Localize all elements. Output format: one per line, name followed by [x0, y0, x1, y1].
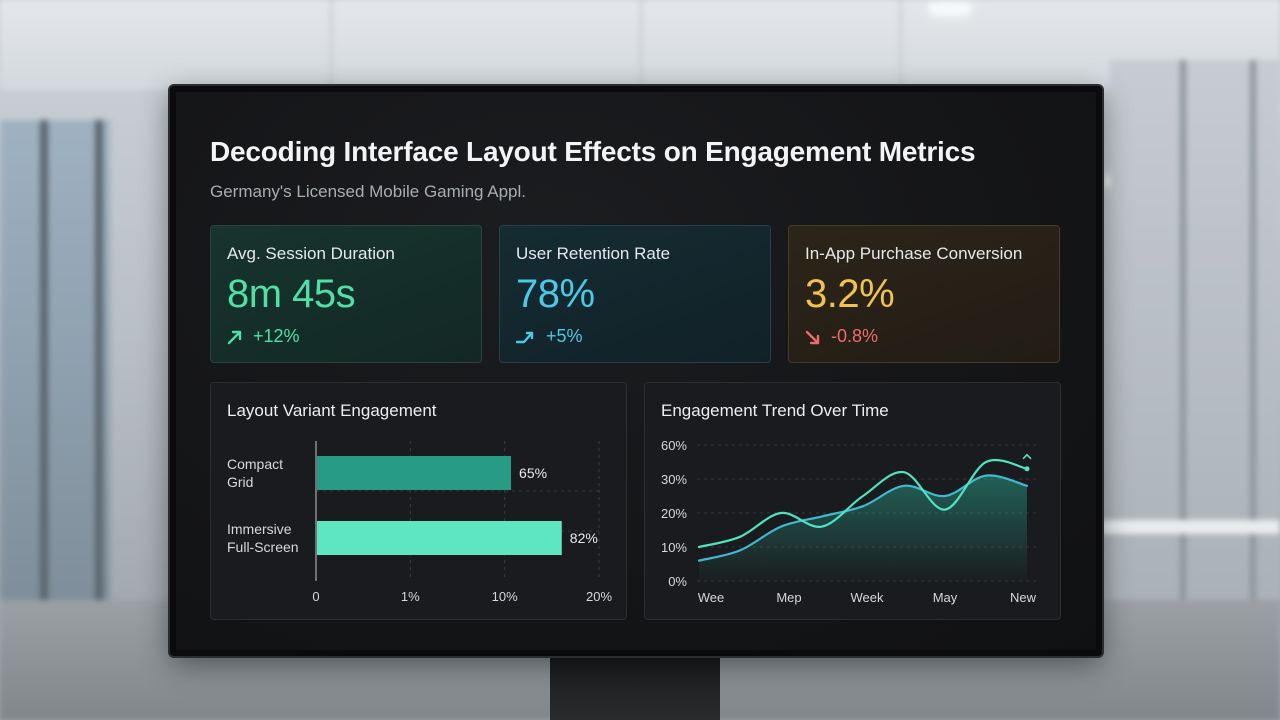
bar-category-label: Immersive: [227, 521, 292, 537]
kpi-value: 78%: [516, 272, 595, 316]
kpi-label: User Retention Rate: [516, 244, 671, 263]
x-tick-label: 1%: [401, 589, 420, 604]
bar-value-label: 82%: [570, 530, 598, 546]
dashboard-subtitle: Germany's Licensed Mobile Gaming Appl.: [210, 182, 527, 201]
kpi-card-purchase-conversion[interactable]: In-App Purchase Conversion 3.2% -0.8%: [788, 225, 1060, 363]
bar-category-label: Compact: [227, 456, 283, 472]
bar: [317, 521, 562, 555]
dashboard-title: Decoding Interface Layout Effects on Eng…: [210, 136, 976, 167]
y-tick-label: 0%: [668, 574, 687, 589]
x-tick-label: 0: [312, 589, 319, 604]
kpi-delta-text: +5%: [546, 326, 583, 346]
x-tick-label: New: [1010, 590, 1037, 605]
kpi-delta-text: -0.8%: [831, 326, 879, 346]
y-tick-label: 10%: [661, 540, 687, 555]
kpi-delta-text: +12%: [253, 326, 300, 346]
glass-frame: [1180, 60, 1186, 620]
peak-marker: [1022, 453, 1032, 460]
series-end-point: [1024, 466, 1030, 472]
series-line: [697, 474, 1029, 562]
window-mullion: [40, 120, 48, 600]
line-chart: 60% 30% 20% 10% 0% Wee Mep Week May New: [661, 438, 1037, 605]
bar-chart: 0 1% 10% 20% 65% Compact Grid 82% Immersive Full-…: [227, 441, 612, 604]
x-tick-label: May: [933, 590, 958, 605]
bar-category-label: Full-Screen: [227, 539, 299, 555]
ceiling-seam: [900, 0, 902, 90]
glass-frame: [1250, 60, 1256, 620]
series-area: [699, 475, 1027, 581]
x-tick-label: Mep: [776, 590, 801, 605]
x-tick-label: 10%: [492, 589, 518, 604]
kpi-value: 8m 45s: [227, 272, 356, 316]
series-line: [697, 458, 1029, 549]
kpi-delta: +5%: [516, 326, 583, 347]
ceiling-seam: [640, 0, 642, 90]
desk: [1100, 520, 1280, 534]
monitor-stand: [550, 655, 720, 720]
kpi-delta: -0.8%: [805, 326, 878, 347]
x-tick-label: Wee: [698, 590, 725, 605]
bar: [317, 456, 512, 490]
x-tick-label: 20%: [586, 589, 612, 604]
trend-up-icon: [516, 331, 534, 343]
line-chart-title: Engagement Trend Over Time: [661, 401, 889, 420]
y-tick-label: 30%: [661, 472, 687, 487]
ceiling-light: [930, 4, 970, 14]
ceiling-seam: [330, 0, 332, 90]
kpi-card-retention-rate[interactable]: User Retention Rate 78% +5%: [499, 225, 771, 363]
kpi-delta: +12%: [227, 326, 300, 347]
y-tick-label: 20%: [661, 506, 687, 521]
layout-variant-panel: Layout Variant Engagement 0 1% 10% 20% 65% Co…: [210, 382, 627, 620]
kpi-label: In-App Purchase Conversion: [805, 244, 1023, 263]
kpi-card-session-duration[interactable]: Avg. Session Duration 8m 45s +12%: [210, 225, 482, 363]
bar-category-label: Grid: [227, 474, 253, 490]
y-tick-label: 60%: [661, 438, 687, 453]
dashboard-screen: Decoding Interface Layout Effects on Eng…: [176, 92, 1096, 650]
kpi-label: Avg. Session Duration: [227, 244, 395, 263]
trend-down-icon: [805, 330, 820, 344]
x-tick-label: Week: [851, 590, 884, 605]
bar-value-label: 65%: [519, 465, 547, 481]
kpi-value: 3.2%: [805, 272, 895, 316]
window: [0, 120, 110, 600]
engagement-trend-panel: Engagement Trend Over Time 60% 30% 20% 10% 0…: [644, 382, 1061, 620]
bar-chart-title: Layout Variant Engagement: [227, 401, 437, 420]
window-mullion: [95, 120, 103, 600]
monitor: Decoding Interface Layout Effects on Eng…: [170, 86, 1102, 656]
trend-up-icon: [227, 330, 242, 344]
